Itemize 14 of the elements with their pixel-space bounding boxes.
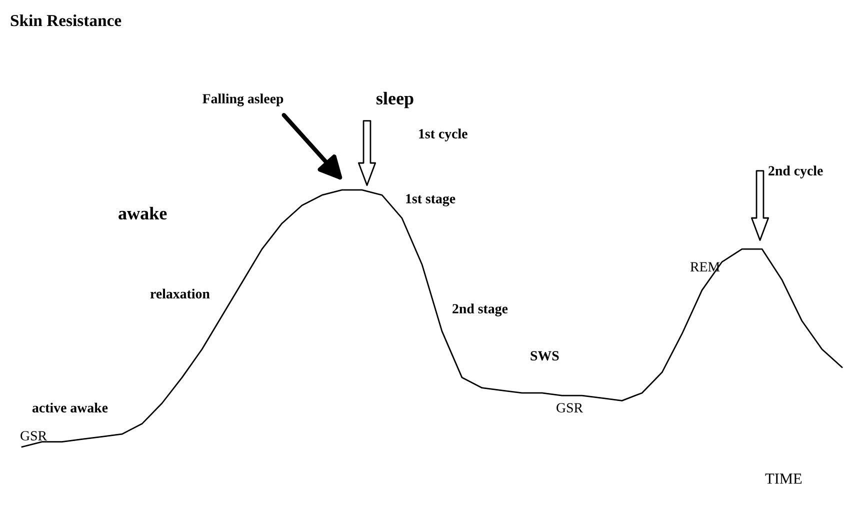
- annotation: SWS: [530, 351, 559, 361]
- text: Falling asleep: [202, 94, 284, 106]
- annotation: awake: [118, 206, 167, 220]
- annotation: active awake: [32, 402, 108, 412]
- text: sleep: [376, 92, 414, 108]
- text: Skin Resistance: [10, 14, 122, 26]
- text: 2nd cycle: [768, 166, 823, 178]
- annotation: 2nd stage: [452, 304, 508, 316]
- annotation: 1st stage: [406, 194, 456, 206]
- annotation: GSR: [20, 431, 47, 440]
- annotation: GSR: [556, 403, 583, 412]
- annotation: relaxation: [150, 288, 210, 298]
- x-axis-title: TIME: [765, 474, 802, 484]
- text: 1st cycle: [419, 128, 468, 142]
